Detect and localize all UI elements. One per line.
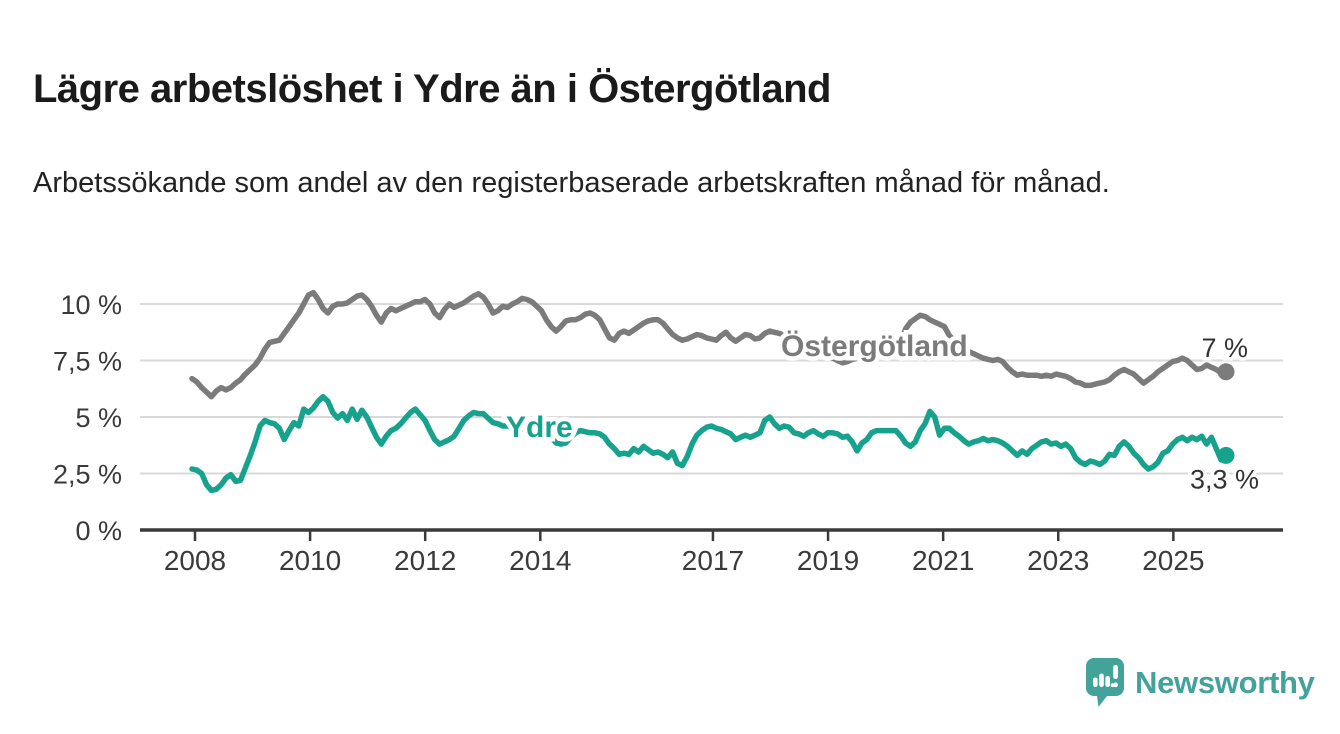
endpoint-dot-ydre: [1217, 446, 1235, 464]
y-tick-label-0: 0 %: [75, 516, 122, 546]
x-tick-label-2010: 2010: [279, 545, 341, 576]
y-tick-label-5: 5 %: [75, 403, 122, 433]
y-tick-label-7.5: 7,5 %: [53, 347, 122, 377]
newsworthy-badge-icon: [1086, 658, 1124, 707]
chart-title: Lägre arbetslöshet i Ydre än i Östergötl…: [33, 66, 831, 111]
series-line-ydre: [189, 393, 1229, 494]
series-label-ostergotland: Östergötland: [781, 330, 968, 363]
chart-subtitle: Arbetssökande som andel av den registerb…: [33, 167, 1110, 199]
y-tick-label-10: 10 %: [60, 290, 122, 320]
x-tick-label-2019: 2019: [797, 545, 859, 576]
x-tick-label-2014: 2014: [509, 545, 571, 576]
newsworthy-wordmark: Newsworthy: [1135, 665, 1315, 700]
x-tick-label-2008: 2008: [164, 545, 226, 576]
x-tick-label-2025: 2025: [1142, 545, 1204, 576]
x-tick-label-2012: 2012: [394, 545, 456, 576]
y-tick-label-2.5: 2,5 %: [53, 460, 122, 490]
series-line-ostergotland: [189, 289, 1229, 400]
endpoint-dot-ostergotland: [1217, 363, 1235, 381]
end-value-label-ydre: 3,3 %: [1190, 464, 1259, 494]
x-tick-label-2017: 2017: [682, 545, 744, 576]
x-tick-label-2021: 2021: [912, 545, 974, 576]
end-value-label-ostergotland: 7 %: [1201, 333, 1248, 363]
series-label-ydre: Ydre: [506, 411, 573, 444]
newsworthy-logo: Newsworthy: [1086, 657, 1315, 709]
x-tick-label-2023: 2023: [1027, 545, 1089, 576]
